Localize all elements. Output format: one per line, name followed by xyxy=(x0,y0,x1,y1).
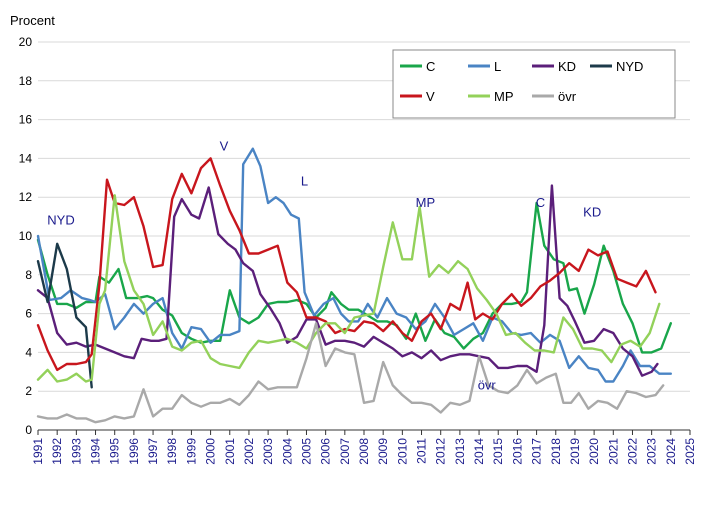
annotation-label: V xyxy=(220,139,229,154)
x-tick-label: 2024 xyxy=(664,438,678,465)
series-line-V xyxy=(36,157,657,372)
x-tick-label: 2011 xyxy=(415,438,429,464)
legend-label: V xyxy=(426,89,435,104)
y-tick-label: 10 xyxy=(19,229,33,243)
x-tick-label: 1991 xyxy=(31,438,45,465)
x-tick-label: 2003 xyxy=(261,438,275,465)
x-tick-label: 1997 xyxy=(146,438,160,465)
x-tick-label: 2001 xyxy=(223,438,237,465)
x-tick-label: 2007 xyxy=(338,438,352,465)
y-tick-label: 2 xyxy=(25,384,32,398)
x-tick-label: 1994 xyxy=(89,438,103,465)
y-axis-ticks: 0 2 4 6 8 10 12 14 16 18 20 xyxy=(19,35,33,437)
y-tick-label: 12 xyxy=(19,190,33,204)
series-line-övr xyxy=(36,322,665,424)
x-tick-label: 2009 xyxy=(376,438,390,465)
annotation-label: NYD xyxy=(47,212,74,227)
x-tick-label: 1993 xyxy=(69,438,83,465)
legend-label: NYD xyxy=(616,59,643,74)
legend: C L KD NYD V MP övr xyxy=(392,49,676,119)
legend-label: C xyxy=(426,59,435,74)
y-tick-label: 0 xyxy=(25,423,32,437)
y-tick-label: 8 xyxy=(25,268,32,282)
x-tick-label: 2025 xyxy=(683,438,697,465)
x-tick-label: 2002 xyxy=(242,438,256,465)
series-line-NYD xyxy=(36,242,93,389)
x-tick-label: 2014 xyxy=(472,438,486,465)
x-tick-label: 2015 xyxy=(491,438,505,465)
legend-label: MP xyxy=(494,89,514,104)
y-tick-label: 20 xyxy=(19,35,33,49)
x-tick-label: 1998 xyxy=(165,438,179,465)
y-axis-title: Procent xyxy=(10,13,55,28)
legend-label: övr xyxy=(558,89,577,104)
x-tick-label: 2022 xyxy=(625,438,639,465)
x-tick-label: 1996 xyxy=(127,438,141,465)
x-tick-label: 2016 xyxy=(510,438,524,465)
x-tick-label: 2017 xyxy=(530,438,544,465)
x-tick-label: 2013 xyxy=(453,438,467,465)
series-line-C xyxy=(36,201,672,354)
y-tick-label: 18 xyxy=(19,74,33,88)
x-tick-label: 2023 xyxy=(645,438,659,465)
series-lines xyxy=(36,147,672,424)
x-tick-label: 2012 xyxy=(434,438,448,465)
series-annotations: NYD V L MP C KD övr xyxy=(47,139,601,393)
annotation-label: MP xyxy=(416,195,436,210)
legend-box xyxy=(392,49,676,119)
annotation-label: L xyxy=(301,174,308,189)
series-line-L xyxy=(36,147,672,383)
y-tick-label: 14 xyxy=(19,151,33,165)
x-tick-label: 2006 xyxy=(319,438,333,465)
x-tick-label: 2021 xyxy=(606,438,620,465)
annotation-label: KD xyxy=(583,205,601,220)
x-tick-label: 1992 xyxy=(50,438,64,465)
legend-label: KD xyxy=(558,59,576,74)
x-tick-label: 2010 xyxy=(395,438,409,465)
x-tick-label: 2008 xyxy=(357,438,371,465)
x-tick-label: 2019 xyxy=(568,438,582,465)
x-tick-label: 2000 xyxy=(204,438,218,465)
x-tick-label: 1999 xyxy=(184,438,198,465)
legend-label: L xyxy=(494,59,501,74)
annotation-label: övr xyxy=(478,377,497,392)
series-line-MP xyxy=(36,194,661,383)
annotation-label: C xyxy=(536,195,545,210)
y-tick-label: 4 xyxy=(25,345,32,359)
x-tick-label: 2004 xyxy=(280,438,294,465)
y-tick-label: 6 xyxy=(25,307,32,321)
x-tick-label: 1995 xyxy=(108,438,122,465)
x-tick-label: 2018 xyxy=(549,438,563,465)
y-tick-label: 16 xyxy=(19,113,33,127)
series-line-KD xyxy=(36,184,659,377)
x-tick-label: 2005 xyxy=(299,438,313,465)
x-tick-label: 2020 xyxy=(587,438,601,465)
x-axis-ticks: 1991 1992 1993 1994 1995 1996 1997 1998 1999 2000… xyxy=(31,430,697,465)
